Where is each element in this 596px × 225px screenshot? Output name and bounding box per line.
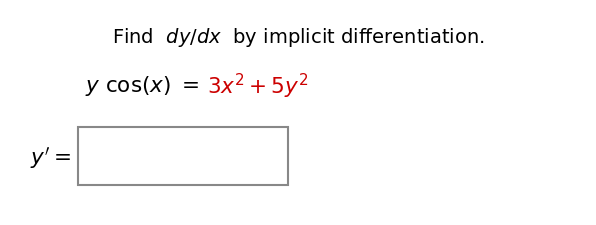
Text: $y$ cos($x$) $=$: $y$ cos($x$) $=$	[85, 74, 200, 98]
Text: Find  $\mathit{dy/dx}$  by implicit differentiation.: Find $\mathit{dy/dx}$ by implicit differ…	[111, 26, 485, 49]
Text: $3x^2 + 5y^2$: $3x^2 + 5y^2$	[207, 71, 309, 100]
Text: $y' =$: $y' =$	[30, 145, 71, 170]
Bar	[78, 127, 288, 185]
